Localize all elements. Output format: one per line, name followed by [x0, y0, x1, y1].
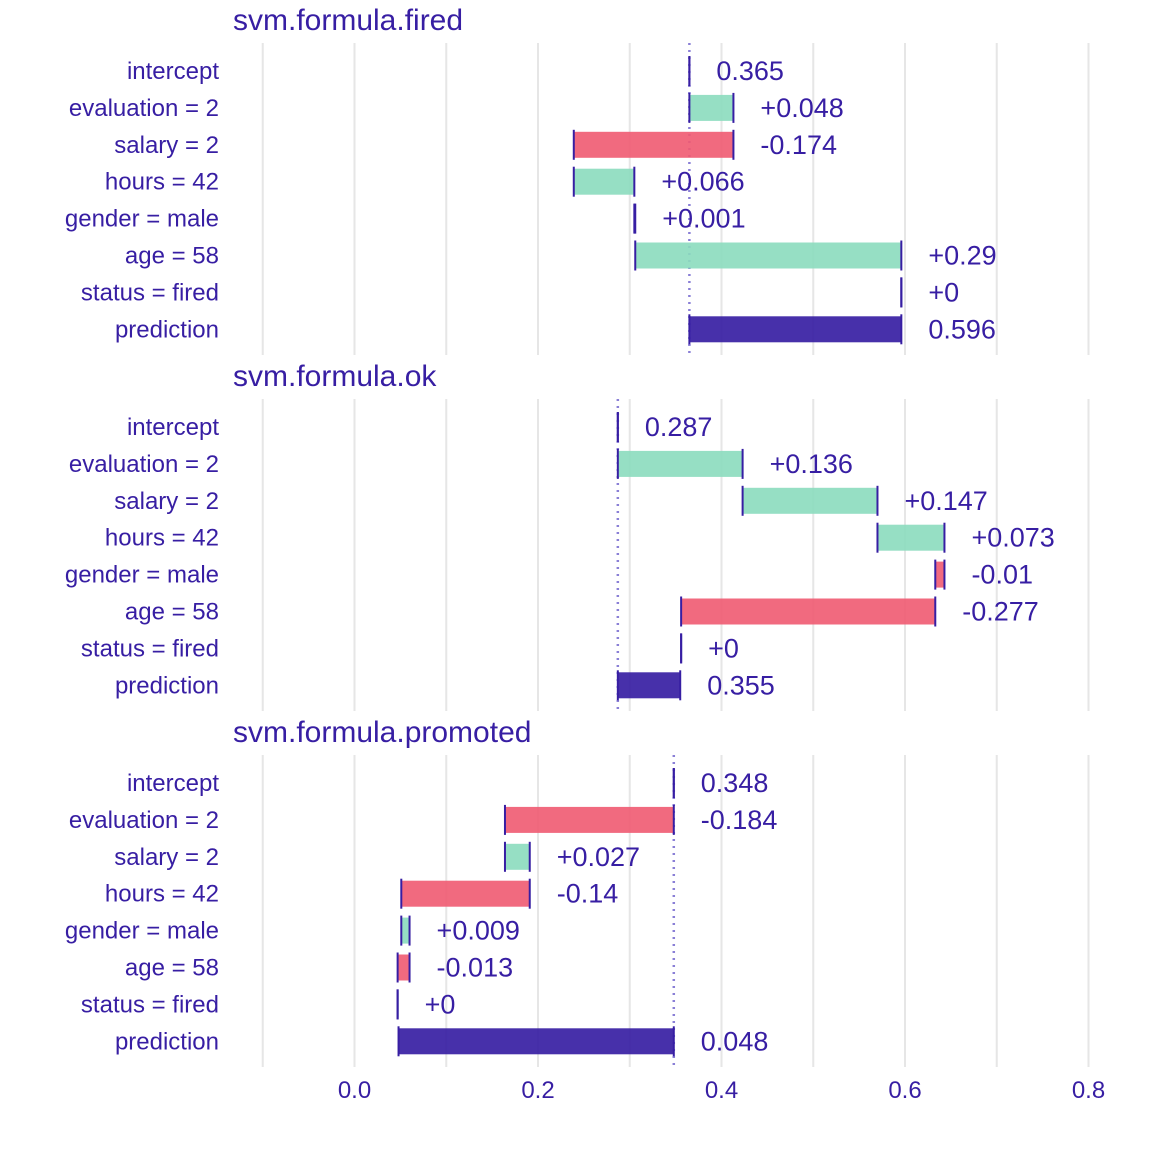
value-label: +0.073 — [971, 523, 1054, 553]
row-label: age = 58 — [125, 955, 219, 982]
value-label: 0.287 — [645, 412, 713, 442]
value-label: -0.277 — [962, 597, 1039, 627]
value-label: 0.596 — [928, 314, 996, 344]
row-label: salary = 2 — [114, 844, 219, 871]
row-label: age = 58 — [125, 599, 219, 626]
panel-title: svm.formula.ok — [233, 360, 437, 393]
value-label: -0.174 — [760, 130, 837, 160]
value-label: +0 — [708, 633, 739, 663]
row-label: salary = 2 — [114, 132, 219, 159]
panel-title: svm.formula.promoted — [233, 716, 531, 749]
row-label: hours = 42 — [105, 169, 219, 196]
x-tick-label: 0.6 — [888, 1077, 921, 1104]
row-label: age = 58 — [125, 243, 219, 270]
panel-title: svm.formula.fired — [233, 4, 463, 37]
value-label: +0.136 — [770, 449, 853, 479]
value-label: +0 — [425, 989, 456, 1019]
bar-positive — [689, 94, 734, 121]
value-label: -0.184 — [701, 805, 778, 835]
row-label: hours = 42 — [105, 881, 219, 908]
bar-prediction — [689, 316, 902, 343]
row-label: salary = 2 — [114, 488, 219, 515]
bar-positive — [617, 450, 743, 477]
row-label: hours = 42 — [105, 525, 219, 552]
panel-1: svm.formula.ok intercept 0.287 evaluation =… — [65, 360, 1090, 711]
value-label: -0.01 — [971, 560, 1033, 590]
bar-negative — [681, 598, 936, 625]
value-label: +0.009 — [437, 916, 520, 946]
row-label: gender = male — [65, 562, 219, 589]
value-label: -0.013 — [437, 953, 514, 983]
panel-2: svm.formula.promoted intercept 0.348 evalua… — [65, 716, 1090, 1067]
bar-negative — [573, 131, 734, 158]
bar-negative — [397, 954, 410, 981]
value-label: +0.001 — [662, 204, 745, 234]
row-label: evaluation = 2 — [69, 95, 219, 122]
row-label: gender = male — [65, 206, 219, 233]
row-label: gender = male — [65, 918, 219, 945]
bar-positive — [573, 168, 635, 195]
row-label: prediction — [115, 672, 219, 699]
bar-negative — [504, 806, 674, 833]
value-label: -0.14 — [557, 879, 619, 909]
bar-positive — [877, 524, 945, 551]
value-label: +0.027 — [557, 842, 640, 872]
value-label: 0.048 — [701, 1026, 769, 1056]
value-label: +0.29 — [928, 241, 996, 271]
x-tick-label: 0.4 — [705, 1077, 738, 1104]
row-label: evaluation = 2 — [69, 451, 219, 478]
bar-prediction — [398, 1028, 674, 1055]
bar-positive — [504, 843, 530, 870]
bar-negative — [401, 880, 530, 907]
value-label: +0.048 — [760, 93, 843, 123]
bar-positive — [742, 487, 878, 514]
x-tick-label: 0.0 — [338, 1077, 371, 1104]
value-label: +0 — [928, 277, 959, 307]
value-label: +0.147 — [904, 486, 987, 516]
row-label: status = fired — [81, 279, 219, 306]
row-label: intercept — [127, 58, 219, 85]
value-label: 0.355 — [707, 670, 775, 700]
value-label: 0.365 — [716, 56, 784, 86]
bar-positive — [401, 917, 410, 944]
row-label: status = fired — [81, 991, 219, 1018]
row-label: status = fired — [81, 635, 219, 662]
x-tick-label: 0.2 — [521, 1077, 554, 1104]
row-label: prediction — [115, 316, 219, 343]
value-label: +0.066 — [661, 167, 744, 197]
row-label: intercept — [127, 414, 219, 441]
row-label: intercept — [127, 770, 219, 797]
value-label: 0.348 — [701, 768, 769, 798]
row-label: evaluation = 2 — [69, 807, 219, 834]
panel-0: svm.formula.fired intercept 0.365 evaluatio… — [65, 4, 1090, 355]
bar-prediction — [617, 672, 681, 699]
x-tick-label: 0.8 — [1072, 1077, 1105, 1104]
bar-positive — [635, 242, 902, 269]
bar-negative — [935, 561, 945, 588]
row-label: prediction — [115, 1028, 219, 1055]
